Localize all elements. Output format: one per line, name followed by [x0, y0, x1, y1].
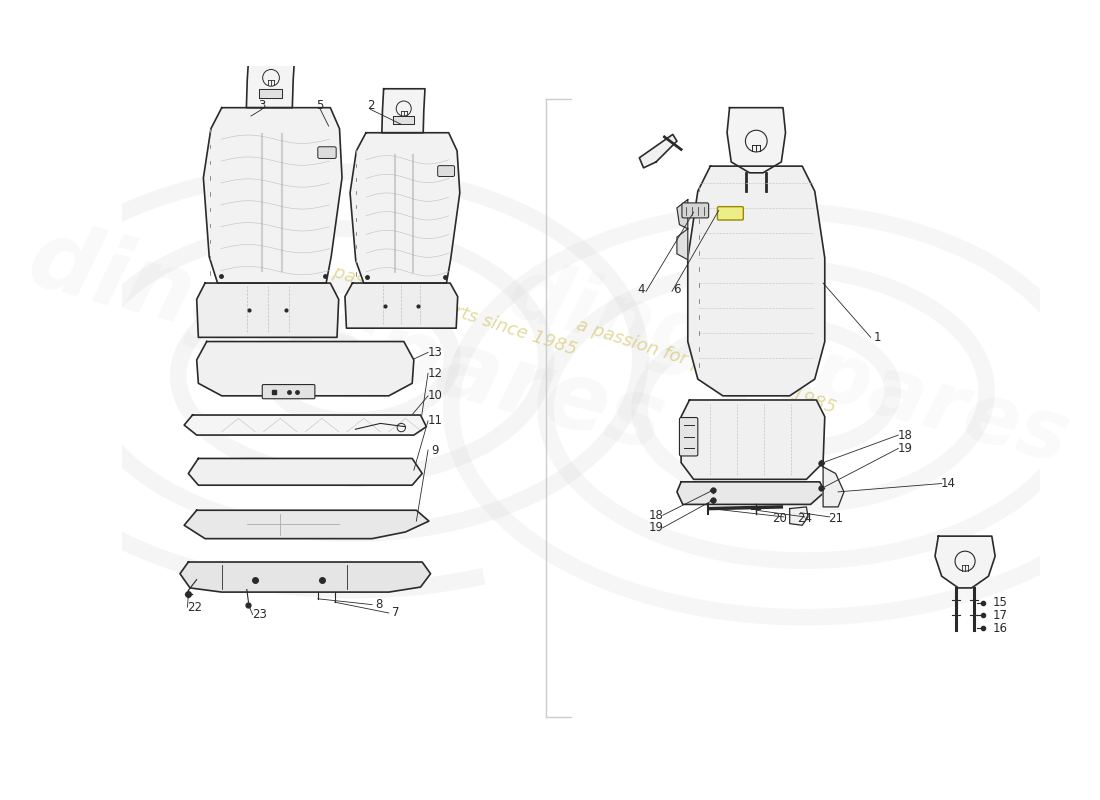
Polygon shape	[197, 342, 414, 396]
Text: 4: 4	[637, 283, 645, 296]
Polygon shape	[393, 116, 414, 124]
Text: 10: 10	[427, 390, 442, 402]
Polygon shape	[676, 482, 825, 505]
Polygon shape	[188, 458, 422, 485]
Text: 6: 6	[673, 283, 681, 296]
Text: 17: 17	[992, 609, 1008, 622]
Polygon shape	[345, 283, 458, 328]
Text: dingospares: dingospares	[19, 212, 675, 471]
Polygon shape	[727, 108, 785, 173]
Text: 24: 24	[798, 512, 812, 525]
Polygon shape	[688, 166, 825, 396]
Text: 11: 11	[427, 414, 442, 427]
Text: 21: 21	[828, 512, 843, 525]
Text: dingospares: dingospares	[500, 253, 1079, 481]
Text: 14: 14	[940, 477, 956, 490]
Polygon shape	[197, 283, 339, 338]
Text: 16: 16	[992, 622, 1008, 634]
Polygon shape	[258, 90, 283, 98]
FancyBboxPatch shape	[680, 418, 697, 456]
Polygon shape	[246, 54, 295, 108]
Polygon shape	[184, 415, 427, 435]
Polygon shape	[676, 229, 688, 260]
Polygon shape	[184, 510, 429, 538]
Polygon shape	[204, 108, 342, 283]
Polygon shape	[935, 536, 996, 588]
Text: a passion for parts since 1985: a passion for parts since 1985	[316, 258, 580, 358]
Polygon shape	[180, 562, 430, 592]
Text: 15: 15	[992, 597, 1008, 610]
Text: 19: 19	[649, 522, 663, 534]
Text: 18: 18	[898, 429, 912, 442]
Text: 18: 18	[649, 509, 663, 522]
Text: 7: 7	[392, 606, 399, 619]
Polygon shape	[382, 89, 425, 133]
Polygon shape	[639, 134, 676, 168]
Text: 9: 9	[431, 444, 439, 457]
Text: 5: 5	[317, 98, 324, 112]
Text: 23: 23	[252, 608, 267, 621]
FancyBboxPatch shape	[262, 385, 315, 398]
Text: 3: 3	[258, 98, 265, 112]
Text: 1: 1	[873, 331, 881, 344]
Text: 8: 8	[375, 598, 383, 611]
Polygon shape	[681, 400, 825, 479]
FancyBboxPatch shape	[717, 206, 744, 220]
Text: a passion for parts since 1985: a passion for parts since 1985	[574, 316, 838, 417]
Text: 13: 13	[427, 346, 442, 359]
Text: 22: 22	[187, 601, 201, 614]
Text: 12: 12	[427, 366, 442, 380]
FancyBboxPatch shape	[682, 203, 708, 218]
Text: 2: 2	[366, 98, 374, 112]
Polygon shape	[676, 199, 688, 229]
FancyBboxPatch shape	[438, 166, 454, 177]
Polygon shape	[790, 507, 808, 526]
FancyBboxPatch shape	[318, 146, 337, 158]
Text: 20: 20	[772, 512, 788, 525]
Text: 19: 19	[898, 442, 912, 455]
Polygon shape	[823, 467, 844, 507]
Polygon shape	[350, 133, 460, 283]
